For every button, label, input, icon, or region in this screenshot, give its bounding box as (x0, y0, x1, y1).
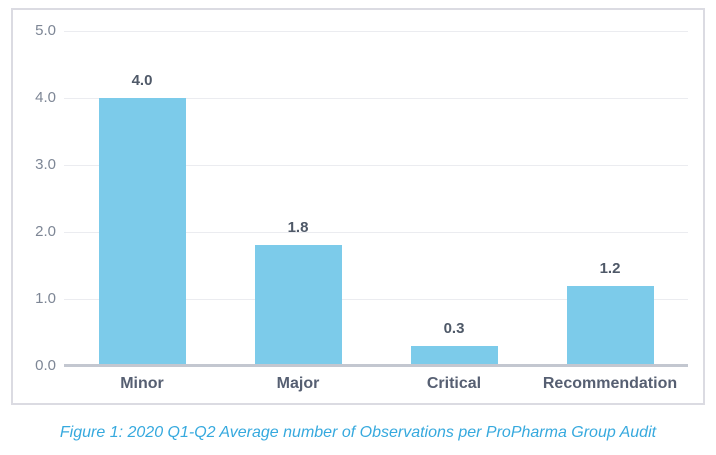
x-axis-line (64, 364, 688, 367)
plot-area: 4.0 1.8 0.3 1.2 (64, 31, 688, 366)
x-category-label-major: Major (276, 375, 320, 392)
bar-major (254, 245, 342, 366)
y-tick-label-2.0: 2.0 (35, 223, 56, 240)
bar-value-label-critical: 0.3 (443, 320, 465, 337)
y-tick-label-5.0: 5.0 (35, 22, 56, 39)
bar-recommendation (566, 286, 654, 366)
gridline-2.0 (64, 232, 688, 233)
gridline-4.0 (64, 98, 688, 99)
bar-value-label-minor: 4.0 (131, 72, 153, 89)
chart-panel: 5.0 4.0 3.0 2.0 1.0 0.0 4.0 1.8 0.3 1.2 Minor Maj… (11, 8, 705, 405)
y-tick-label-3.0: 3.0 (35, 156, 56, 173)
gridline-1.0 (64, 299, 688, 300)
bar-column-critical: 0.3 (376, 31, 532, 366)
y-tick-label-0.0: 0.0 (35, 357, 56, 374)
bar-critical (410, 346, 498, 366)
bar-value-label-major: 1.8 (287, 219, 309, 236)
bar-minor (98, 98, 186, 366)
bar-column-major: 1.8 (220, 31, 376, 366)
y-tick-label-1.0: 1.0 (35, 290, 56, 307)
x-axis-category-labels: Minor Major Critical Recommendation (64, 374, 688, 394)
figure-caption: Figure 1: 2020 Q1-Q2 Average number of O… (59, 424, 657, 441)
bar-column-minor: 4.0 (64, 31, 220, 366)
x-category-label-minor: Minor (120, 375, 164, 392)
bar-column-recommendation: 1.2 (532, 31, 688, 366)
x-category-label-critical: Critical (426, 375, 482, 392)
y-tick-label-4.0: 4.0 (35, 89, 56, 106)
x-category-label-recommendation: Recommendation (542, 375, 678, 392)
gridline-3.0 (64, 165, 688, 166)
bar-value-label-recommendation: 1.2 (599, 260, 621, 277)
gridline-5.0 (64, 31, 688, 32)
